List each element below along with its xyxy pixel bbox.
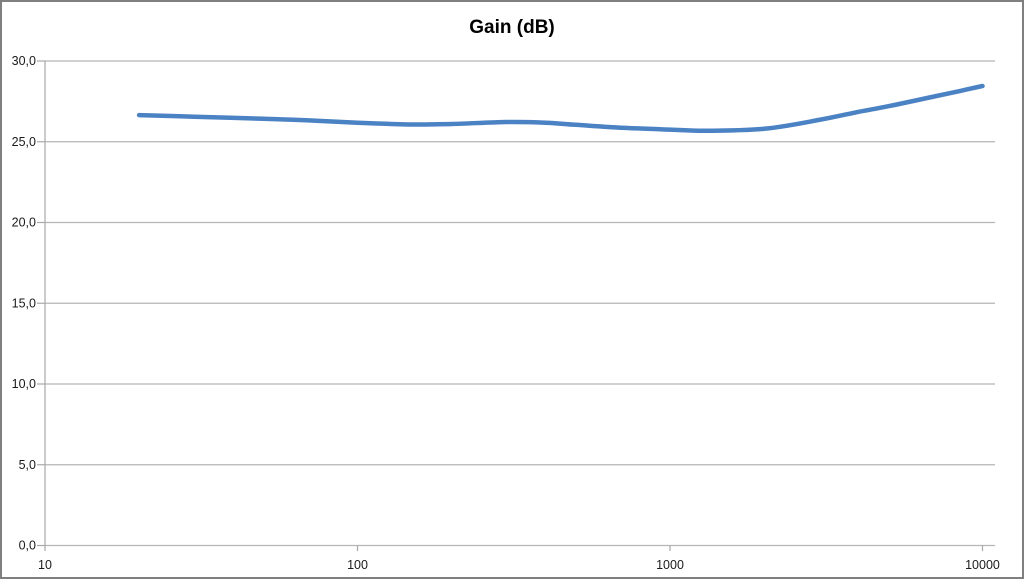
y-axis-label: 30,0 <box>12 54 36 68</box>
y-axis-label: 20,0 <box>12 216 36 230</box>
chart-title: Gain (dB) <box>469 17 555 38</box>
y-axis-label: 10,0 <box>12 377 36 391</box>
y-axis-label: 0,0 <box>19 539 36 553</box>
x-axis-label: 10000 <box>965 558 1000 572</box>
x-axis-label: 10 <box>38 558 52 572</box>
x-axis-label: 100 <box>347 558 368 572</box>
y-axis-label: 15,0 <box>12 296 36 310</box>
series-line <box>136 83 985 134</box>
y-axis-label: 25,0 <box>12 135 36 149</box>
x-axis-label: 1000 <box>656 558 684 572</box>
y-axis-label: 5,0 <box>19 458 36 472</box>
